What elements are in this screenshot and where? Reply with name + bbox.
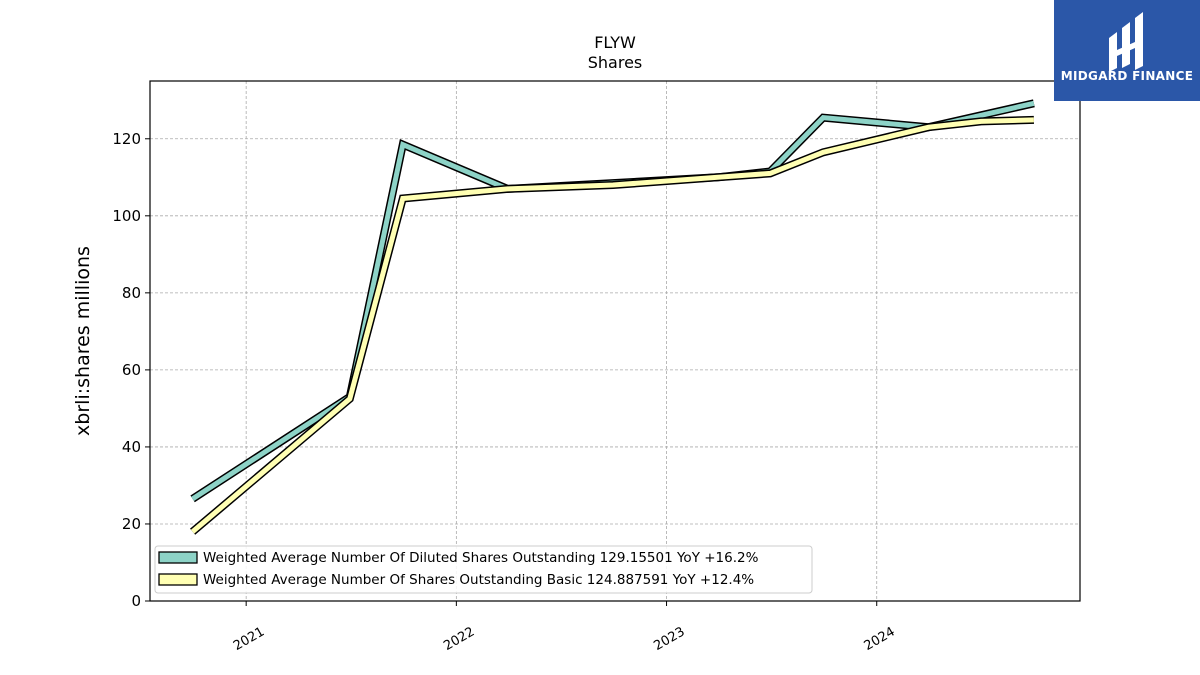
y-axis: 0 20 40 60 80 100 120 bbox=[112, 130, 150, 610]
grid bbox=[150, 81, 1080, 601]
y-tick-label: 100 bbox=[112, 207, 141, 225]
y-tick-label: 0 bbox=[131, 592, 141, 610]
series-lines bbox=[190, 99, 1035, 535]
y-axis-label: xbrli:shares millions bbox=[72, 246, 94, 436]
y-tick-label: 20 bbox=[122, 515, 141, 533]
x-tick-label: 2022 bbox=[441, 624, 477, 654]
chart-title: FLYW bbox=[594, 33, 636, 52]
series-line-1 bbox=[191, 100, 1035, 501]
midgard-finance-logo: MIDGARD FINANCE bbox=[1054, 0, 1200, 101]
legend[interactable]: Weighted Average Number Of Diluted Share… bbox=[154, 545, 813, 594]
x-tick-label: 2023 bbox=[651, 624, 687, 654]
y-tick-label: 120 bbox=[112, 130, 141, 148]
y-tick-label: 40 bbox=[122, 438, 141, 456]
logo-mark-icon bbox=[1109, 12, 1143, 72]
logo-text: MIDGARD FINANCE bbox=[1061, 69, 1193, 83]
x-tick-label: 2024 bbox=[862, 624, 898, 654]
series-line-2 bbox=[190, 117, 1034, 534]
legend-swatch-diluted bbox=[158, 551, 198, 564]
legend-label-basic: Weighted Average Number Of Shares Outsta… bbox=[203, 572, 754, 588]
series-outline-1 bbox=[190, 99, 1035, 503]
series-outline-2 bbox=[190, 115, 1035, 535]
chart-subtitle: Shares bbox=[588, 53, 643, 72]
legend-box bbox=[154, 545, 813, 594]
x-tick-label: 2021 bbox=[231, 624, 267, 654]
legend-label-diluted: Weighted Average Number Of Diluted Share… bbox=[203, 550, 759, 566]
x-axis: 2021 2022 2023 2024 bbox=[231, 601, 898, 654]
y-tick-label: 80 bbox=[122, 284, 141, 302]
plot-frame bbox=[149, 80, 1081, 602]
y-tick-label: 60 bbox=[122, 361, 141, 379]
legend-swatch-basic bbox=[158, 573, 198, 586]
